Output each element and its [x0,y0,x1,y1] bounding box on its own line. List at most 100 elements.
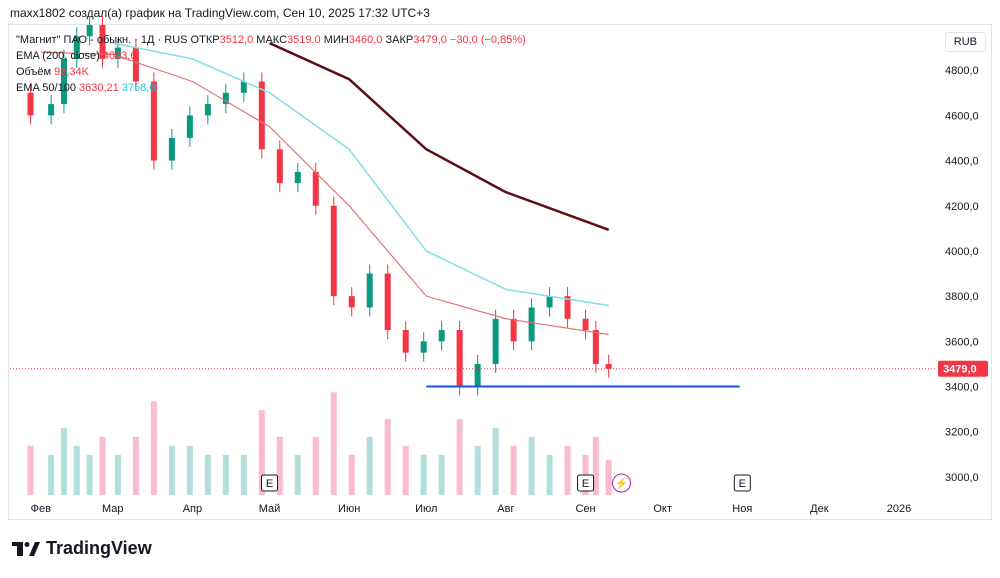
x-tick-label: Ноя [732,503,752,515]
legend-high-value: 3519,0 [287,34,321,46]
candle-body [366,273,373,308]
volume-bar [348,454,355,495]
x-tick-label: Фев [31,503,51,515]
last-price-badge: 3479,0 [938,360,988,377]
candle-body [99,25,106,59]
chart-frame [8,24,992,520]
x-tick-label: Апр [183,503,202,515]
ema-line [112,42,609,307]
candle-body [605,363,612,369]
candle-body [592,330,599,364]
tradingview-logo[interactable]: TradingView [12,538,152,559]
y-tick-label: 3800,0 [945,291,979,303]
ema-lines [40,41,610,336]
legend-close-value: 3479,0 [413,34,447,46]
x-tick-label: Дек [810,503,829,515]
candle-body [384,273,391,331]
currency-button[interactable]: RUB [944,32,986,52]
volume-bar [456,419,463,495]
candle-body [294,171,301,184]
y-tick-label: 4200,0 [945,201,979,213]
y-tick-label: 4600,0 [945,110,979,122]
x-tick-label: Май [259,503,281,515]
price-axis[interactable]: 3000,0 3200,0 3400,0 3600,0 3800,0 4000,0 4200… [945,65,979,484]
candle-body [420,341,427,353]
candle-body [73,36,80,59]
candle-body [438,330,445,342]
candle-body [510,318,517,342]
volume-bar [150,401,157,495]
legend-ema200-value: 4093,6 [102,50,137,62]
volume-bar [114,454,121,495]
volume-bar [420,454,427,495]
legend-volume-value: 92,34K [54,66,89,78]
tv-logo-text: TradingView [46,538,152,558]
volume-bar [86,454,93,495]
legend-symbol[interactable]: "Магнит" ПАО - обыкн. · 1Д · RUS [16,34,188,46]
event-marker-label: ⚡ [615,477,629,490]
volume-bar [99,436,106,495]
legend-ema-pair-row[interactable]: EMA 50/100 3630,21 3758,6 [16,80,526,96]
volume-bar [384,419,391,495]
legend-symbol-row: "Магнит" ПАО - обыкн. · 1Д · RUS ОТКР351… [16,32,526,48]
event-marker-label: E [582,478,589,490]
y-tick-label: 4000,0 [945,246,979,258]
volume-bar [276,436,283,495]
legend-low-label: МИН [323,34,349,46]
volume-bar [186,445,193,495]
y-tick-label: 3200,0 [945,427,979,439]
volume-bars [27,392,612,495]
x-tick-label: 2026 [887,503,911,515]
ema-line [268,41,610,231]
volume-bar [492,428,499,495]
volume-bar [240,454,247,495]
legend-volume-row[interactable]: Объём 92,34K [16,64,526,80]
y-tick-label: 3400,0 [945,382,979,394]
candle-body [474,363,481,387]
candle-body [348,296,355,308]
volume-bar [132,436,139,495]
event-marker [577,474,595,492]
y-tick-label: 3000,0 [945,472,979,484]
y-tick-label: 3600,0 [945,336,979,348]
candle-body [564,296,571,319]
last-price-label: 3479,0 [943,364,977,376]
x-tick-label: Окт [653,503,672,515]
time-axis[interactable]: Фев Мар Апр Май Июн Июл Авг Сен Окт Ноя Дек 2026 [31,503,912,515]
x-tick-label: Сен [575,503,595,515]
candle-body [582,318,589,331]
price-candles [27,15,612,396]
legend-open-value: 3512,0 [219,34,254,46]
candle-body [114,47,121,59]
x-tick-label: Июн [338,503,360,515]
candle-body [330,205,337,297]
candle-body [276,149,283,184]
volume-bar [438,454,445,495]
candle-body [546,296,553,308]
volume-bar [168,445,175,495]
candle-body [528,307,535,342]
candle-body [258,81,265,150]
volume-bar [592,436,599,495]
volume-bar [60,428,67,495]
y-tick-label: 4400,0 [945,156,979,168]
legend-ema200-row[interactable]: EMA (200, close) 4093,6 [16,48,526,64]
event-marker-label: E [739,478,746,490]
volume-bar [564,445,571,495]
volume-bar [402,445,409,495]
chart-caption: maxx1802 создал(а) график на TradingView… [10,6,430,20]
volume-bar [222,454,229,495]
volume-bar [204,454,211,495]
candle-body [312,171,319,206]
tv-logo-icon [12,541,40,556]
chart-legend: "Магнит" ПАО - обыкн. · 1Д · RUS ОТКР351… [16,32,526,96]
volume-bar [48,454,55,495]
event-marker [733,474,751,492]
legend-ema-pair-label: EMA 50/100 [16,82,76,94]
candle-body [222,92,229,105]
legend-close-label: ЗАКР [385,34,414,46]
candle-body [240,81,247,93]
legend-volume-label: Объём [16,66,52,78]
candle-body [150,81,157,161]
